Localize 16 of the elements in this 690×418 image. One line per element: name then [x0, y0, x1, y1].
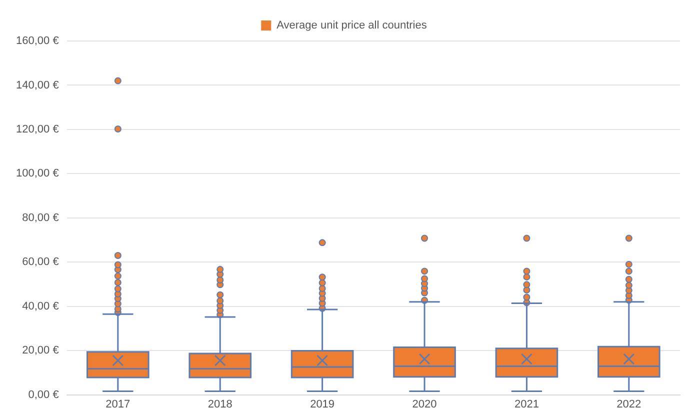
legend-label: Average unit price all countries [276, 20, 428, 32]
y-tick-label: 140,00 € [16, 79, 59, 92]
x-tick-label: 2022 [616, 398, 642, 410]
y-tick-label: 100,00 € [16, 168, 59, 180]
x-tick-label: 2017 [106, 398, 130, 410]
y-tick-label: 160,00 € [16, 35, 59, 48]
y-tick-label: 60,00 € [22, 256, 59, 268]
x-tick-label: 2021 [514, 398, 539, 410]
y-tick-label: 80,00 € [22, 212, 59, 224]
x-tick-label: 2018 [208, 398, 232, 410]
x-tick-label: 2019 [310, 398, 335, 410]
y-tick-label: 120,00 € [16, 123, 59, 136]
x-tick-label: 2020 [412, 398, 437, 410]
y-tick-label: 40,00 € [22, 300, 59, 312]
y-tick-label: 0,00 € [28, 388, 59, 401]
y-tick-label: 20,00 € [22, 344, 59, 357]
